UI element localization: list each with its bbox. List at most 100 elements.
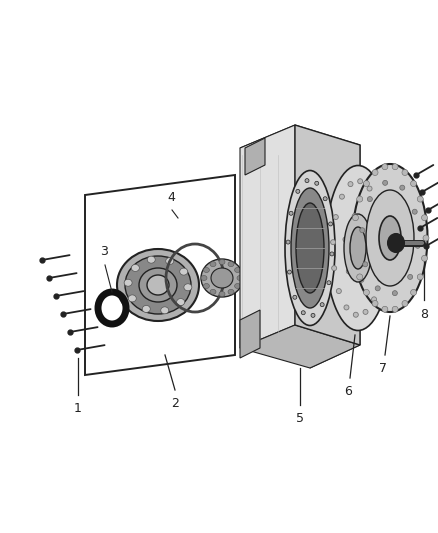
- Ellipse shape: [339, 194, 344, 199]
- Ellipse shape: [332, 265, 337, 271]
- Ellipse shape: [353, 255, 358, 261]
- Ellipse shape: [142, 305, 150, 312]
- Text: 3: 3: [100, 245, 108, 258]
- Ellipse shape: [331, 240, 336, 245]
- Ellipse shape: [203, 284, 209, 288]
- Ellipse shape: [381, 252, 385, 256]
- Ellipse shape: [203, 268, 209, 272]
- Ellipse shape: [367, 186, 372, 191]
- Ellipse shape: [392, 306, 398, 312]
- Text: 1: 1: [74, 402, 82, 415]
- Polygon shape: [295, 125, 360, 345]
- Ellipse shape: [235, 284, 240, 288]
- Ellipse shape: [147, 275, 169, 295]
- Ellipse shape: [320, 303, 324, 306]
- Ellipse shape: [371, 297, 377, 302]
- Ellipse shape: [228, 262, 234, 266]
- Ellipse shape: [417, 274, 423, 280]
- Ellipse shape: [128, 295, 136, 302]
- Ellipse shape: [211, 268, 233, 288]
- Ellipse shape: [177, 298, 185, 305]
- Ellipse shape: [336, 288, 341, 294]
- Ellipse shape: [219, 260, 225, 264]
- Ellipse shape: [344, 305, 349, 310]
- Ellipse shape: [305, 179, 309, 183]
- Ellipse shape: [125, 256, 191, 314]
- Ellipse shape: [311, 313, 315, 317]
- Ellipse shape: [201, 276, 207, 280]
- Polygon shape: [310, 145, 360, 368]
- Ellipse shape: [372, 169, 378, 175]
- Ellipse shape: [327, 281, 331, 285]
- Ellipse shape: [285, 171, 335, 326]
- Ellipse shape: [383, 180, 388, 185]
- Ellipse shape: [421, 215, 427, 221]
- Ellipse shape: [286, 240, 290, 244]
- Ellipse shape: [315, 181, 319, 185]
- Ellipse shape: [415, 243, 420, 248]
- Text: 6: 6: [344, 385, 352, 398]
- Ellipse shape: [201, 259, 243, 297]
- Ellipse shape: [296, 189, 300, 193]
- Ellipse shape: [382, 164, 388, 169]
- Ellipse shape: [421, 255, 427, 261]
- Ellipse shape: [228, 289, 234, 294]
- Ellipse shape: [219, 292, 225, 296]
- Ellipse shape: [346, 269, 351, 274]
- Ellipse shape: [210, 262, 216, 266]
- Ellipse shape: [360, 228, 365, 233]
- Ellipse shape: [328, 222, 332, 226]
- Polygon shape: [240, 310, 260, 358]
- Ellipse shape: [353, 164, 427, 312]
- Ellipse shape: [363, 309, 368, 314]
- Ellipse shape: [402, 301, 408, 306]
- Ellipse shape: [382, 306, 388, 312]
- Ellipse shape: [392, 164, 398, 169]
- Ellipse shape: [237, 276, 243, 280]
- Polygon shape: [245, 138, 265, 175]
- Ellipse shape: [388, 234, 404, 252]
- Ellipse shape: [330, 252, 334, 256]
- Ellipse shape: [131, 264, 139, 271]
- Ellipse shape: [291, 188, 329, 308]
- Ellipse shape: [364, 289, 369, 295]
- Ellipse shape: [289, 211, 293, 215]
- Ellipse shape: [351, 235, 357, 241]
- Ellipse shape: [400, 185, 405, 190]
- Ellipse shape: [374, 203, 380, 207]
- Ellipse shape: [363, 262, 368, 267]
- Ellipse shape: [358, 179, 363, 184]
- Ellipse shape: [161, 307, 169, 314]
- Ellipse shape: [344, 214, 372, 282]
- Ellipse shape: [379, 225, 384, 230]
- Ellipse shape: [210, 289, 216, 294]
- Ellipse shape: [352, 214, 357, 219]
- Polygon shape: [240, 125, 360, 168]
- Ellipse shape: [410, 289, 417, 295]
- Ellipse shape: [423, 235, 429, 241]
- Ellipse shape: [139, 268, 177, 302]
- Text: 8: 8: [420, 308, 428, 321]
- Ellipse shape: [372, 301, 378, 306]
- Polygon shape: [240, 125, 295, 348]
- Ellipse shape: [124, 279, 132, 286]
- Ellipse shape: [353, 215, 358, 221]
- Ellipse shape: [368, 254, 373, 259]
- Ellipse shape: [402, 169, 408, 175]
- Ellipse shape: [366, 190, 414, 286]
- Ellipse shape: [410, 181, 417, 187]
- Ellipse shape: [180, 268, 188, 275]
- Ellipse shape: [417, 196, 423, 202]
- Ellipse shape: [365, 222, 370, 227]
- Ellipse shape: [184, 284, 192, 291]
- Text: 2: 2: [171, 397, 179, 410]
- Text: 4: 4: [167, 191, 175, 204]
- Ellipse shape: [323, 197, 327, 201]
- Ellipse shape: [357, 274, 363, 280]
- Ellipse shape: [353, 312, 358, 317]
- Text: 7: 7: [379, 362, 387, 375]
- Ellipse shape: [392, 290, 397, 296]
- Ellipse shape: [364, 181, 369, 187]
- Ellipse shape: [350, 227, 366, 269]
- Ellipse shape: [287, 270, 291, 274]
